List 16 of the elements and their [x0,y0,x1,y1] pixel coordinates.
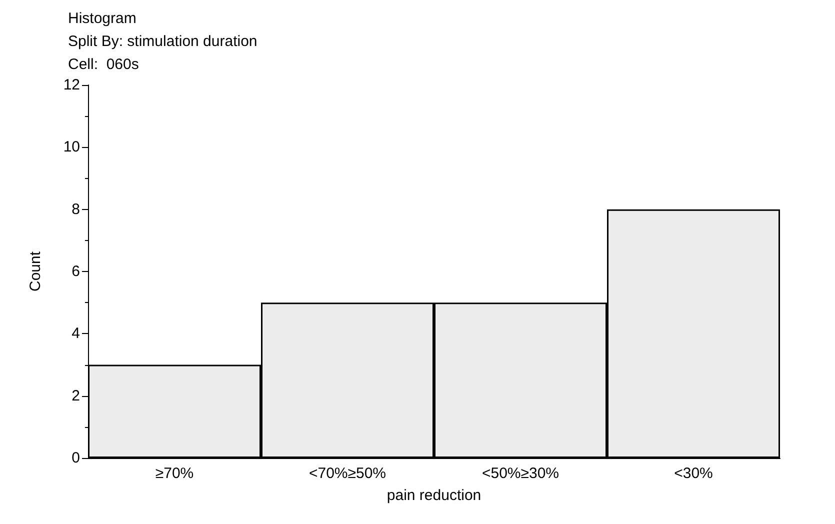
y-tick-label: 2 [72,387,80,404]
y-axis-title: Count [27,250,44,292]
y-tick-label: 8 [72,200,80,218]
x-axis-title: pain reduction [386,487,482,504]
x-tick-label: <70%≥50% [308,465,386,482]
chart-subtitle: Split By: stimulation duration [68,33,258,50]
y-tick-label: 4 [72,325,80,342]
chart-title: Histogram [68,10,136,27]
x-tick-label: ≥70% [155,465,194,482]
x-tick-label: <30% [674,465,713,482]
y-tick-label: 6 [72,263,80,280]
y-tick-label: 0 [72,450,80,466]
x-tick-label: <50%≥30% [482,465,560,482]
y-tick-label: 10 [63,138,80,156]
text: Cell: 060s [68,56,139,73]
y-tick-label: 12 [63,76,80,94]
